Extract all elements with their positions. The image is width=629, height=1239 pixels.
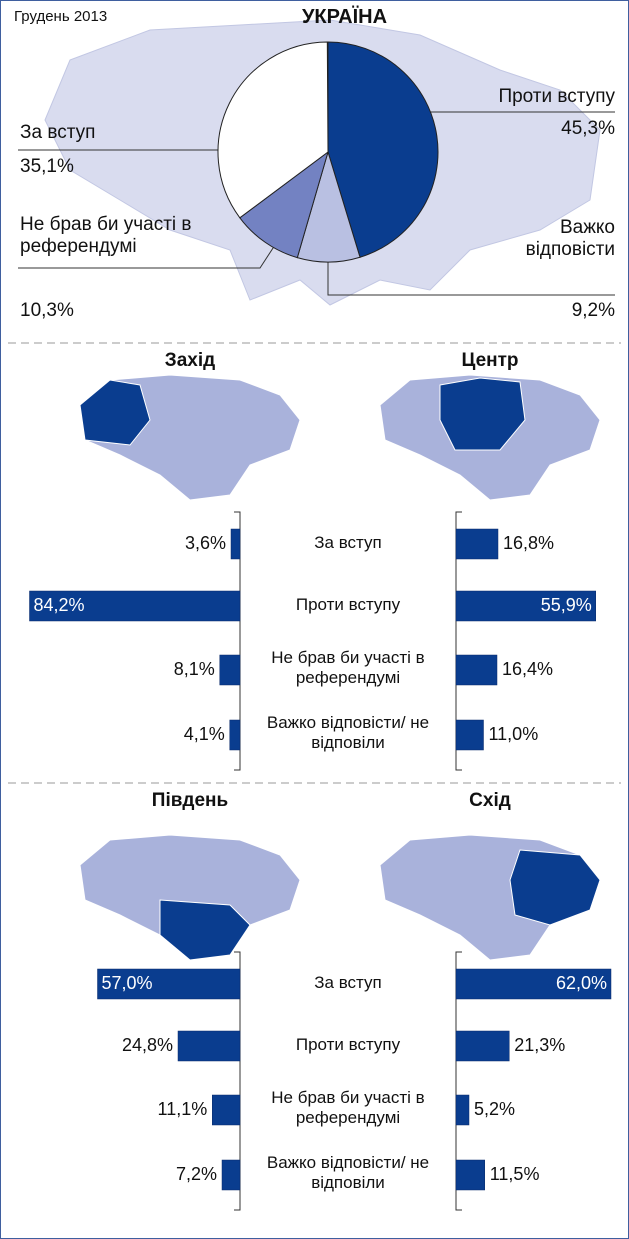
region-maps <box>79 374 601 961</box>
bar <box>455 968 612 1000</box>
region-title: Схід <box>469 790 511 811</box>
value-label: 11,1% <box>157 1099 208 1119</box>
bar <box>221 1159 241 1191</box>
value-label: 55,9% <box>540 595 592 615</box>
leader-line <box>18 244 276 269</box>
category-label: За вступ <box>314 533 382 552</box>
slice-value: 9,2% <box>571 300 615 321</box>
value-label: 57,0% <box>101 973 153 993</box>
region-title: Захід <box>164 350 216 371</box>
region-title: Південь <box>151 790 229 811</box>
category-label: Проти вступу <box>295 1035 401 1054</box>
slice-label: Проти вступу <box>498 86 615 107</box>
value-label: 11,0% <box>488 724 539 744</box>
value-label: 16,8% <box>503 533 555 553</box>
bar <box>212 1094 241 1126</box>
bracket <box>234 951 241 1211</box>
chart-subtitle: Грудень 2013 <box>14 8 108 25</box>
bracket <box>455 511 462 771</box>
category-label: Не брав би участі в референдумі <box>271 1088 425 1127</box>
category-label: Проти вступу <box>295 595 401 614</box>
value-label: 84,2% <box>33 595 85 615</box>
bar <box>455 590 596 622</box>
pie-slice <box>239 150 329 259</box>
bar <box>177 1030 241 1062</box>
bar <box>455 654 498 686</box>
value-label: 62,0% <box>555 973 607 993</box>
value-label: 3,6% <box>184 533 226 553</box>
value-label: 24,8% <box>121 1035 173 1055</box>
value-label: 5,2% <box>474 1099 516 1119</box>
bar <box>455 1159 485 1191</box>
slice-value: 35,1% <box>20 156 74 177</box>
bracket <box>455 951 462 1211</box>
bar <box>455 1030 510 1062</box>
bar <box>97 968 241 1000</box>
slice-label: Важко відповісти <box>525 217 615 260</box>
chart-title: УКРАЇНА <box>301 6 388 28</box>
slice-label: Не брав би участі в референдумі <box>20 214 192 257</box>
region-title: Центр <box>461 350 519 371</box>
value-label: 4,1% <box>183 724 225 744</box>
slice-value: 45,3% <box>561 118 615 139</box>
value-label: 7,2% <box>175 1164 217 1184</box>
slice-value: 10,3% <box>20 300 74 321</box>
category-label: Важко відповісти/ не відповіли <box>266 1153 430 1192</box>
slice-label: За вступ <box>20 122 96 143</box>
category-label: За вступ <box>314 973 382 992</box>
category-label: Важко відповісти/ не відповіли <box>266 713 430 752</box>
value-label: 16,4% <box>502 659 554 679</box>
value-label: 8,1% <box>173 659 215 679</box>
category-label: Не брав би участі в референдумі <box>271 648 425 687</box>
pie-slice <box>217 41 329 219</box>
leader-line <box>327 262 615 296</box>
bar <box>229 719 241 751</box>
bracket <box>234 511 241 771</box>
value-label: 11,5% <box>489 1164 540 1184</box>
pie-slice <box>327 41 439 258</box>
bar <box>455 528 499 560</box>
bar <box>455 719 484 751</box>
bar <box>219 654 241 686</box>
value-label: 21,3% <box>514 1035 566 1055</box>
bar <box>230 528 241 560</box>
bar <box>455 1094 470 1126</box>
bar <box>29 590 241 622</box>
